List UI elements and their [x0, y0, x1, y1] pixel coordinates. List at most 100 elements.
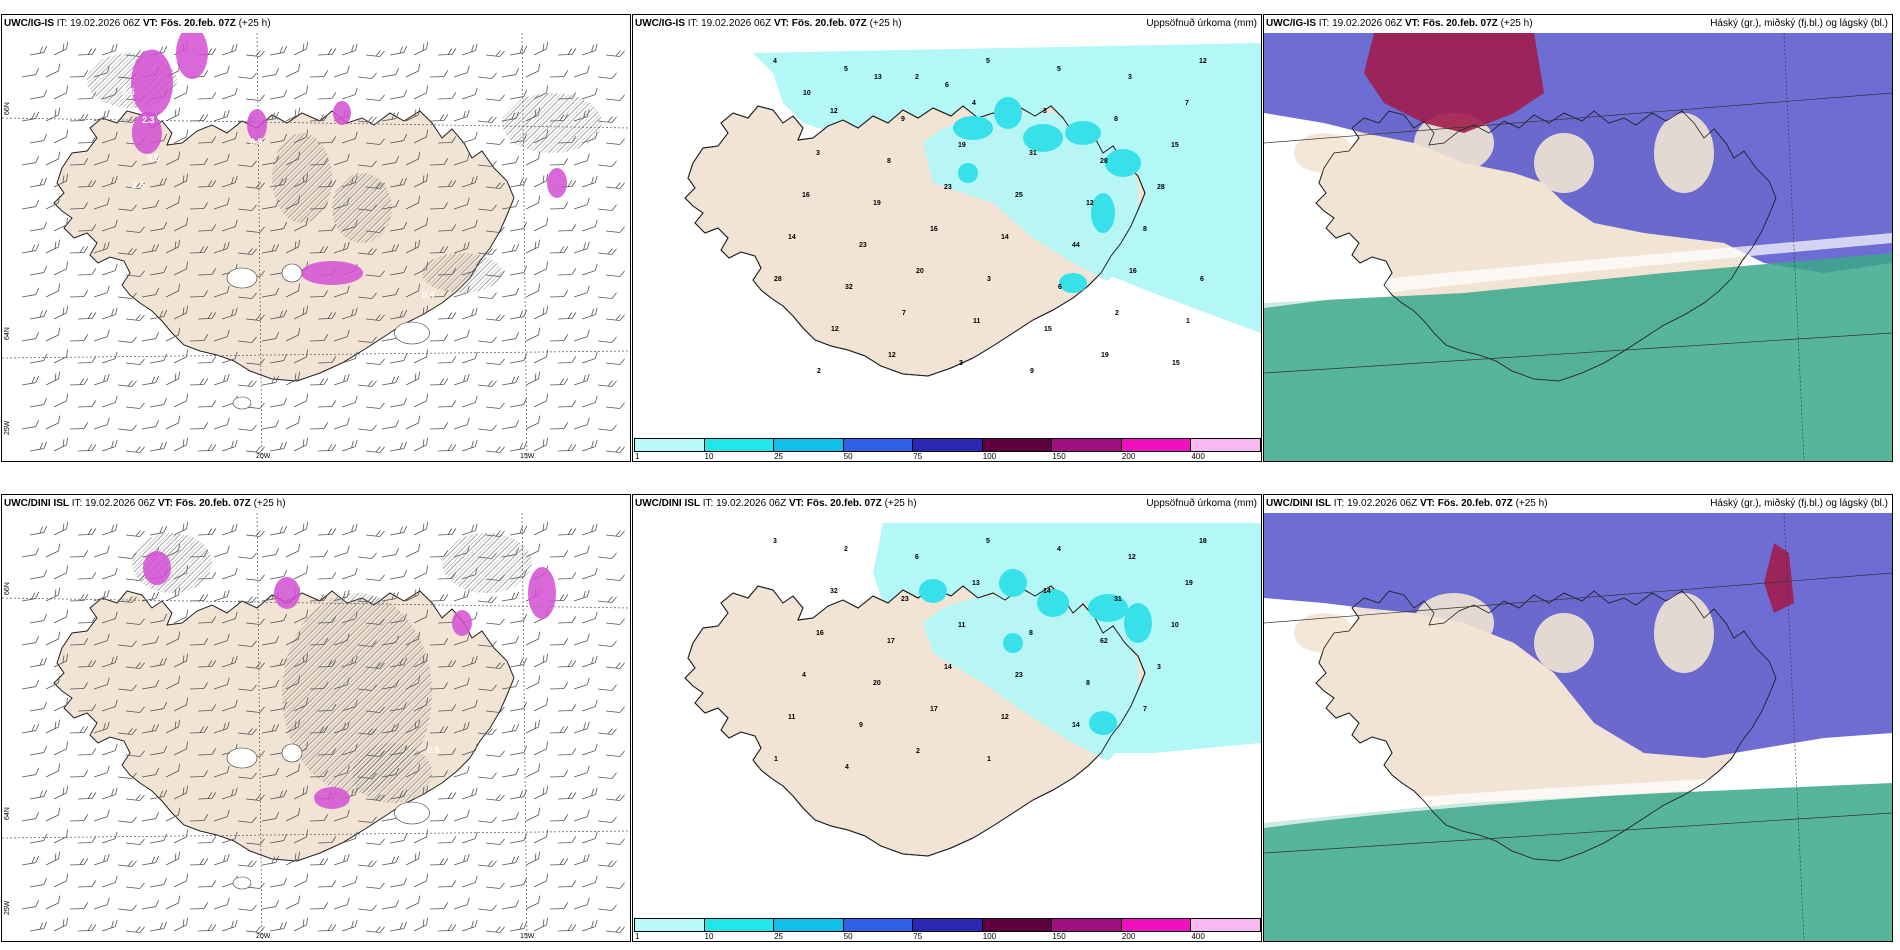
wind-barb	[453, 65, 470, 78]
snow-area	[143, 551, 171, 585]
wind-barb	[557, 880, 577, 888]
wind-barb	[245, 50, 265, 57]
colorbar-swatch	[634, 438, 705, 452]
wind-barb	[533, 305, 548, 320]
wind-barb	[605, 138, 625, 145]
wind-barb	[117, 684, 137, 691]
wind-barb	[293, 609, 308, 624]
wind-barb	[461, 919, 478, 932]
precip-colorbar: 1 10 25 50 75 100 150 200 400	[634, 918, 1261, 941]
wind-barb	[45, 763, 60, 778]
wind-barb	[45, 719, 60, 734]
wind-barb	[69, 114, 89, 122]
wind-barb	[45, 195, 60, 210]
cloud-panel-top: UWC/IG-IS IT: 19.02.2026 06Z VT: Fös. 20…	[1263, 14, 1893, 462]
wind-barb	[69, 594, 89, 602]
wind-barb	[29, 657, 48, 668]
model-name: UWC/DINI ISL	[1266, 498, 1331, 509]
wind-barb	[45, 895, 60, 910]
wind-barb	[77, 572, 97, 580]
precip-value-label: 2	[916, 748, 920, 755]
wind-barb	[573, 853, 590, 866]
colorbar-swatch	[912, 918, 983, 932]
wind-barb	[365, 882, 385, 889]
wind-barb	[413, 217, 428, 232]
snow-label: 2.5	[132, 180, 145, 190]
wind-barb	[213, 897, 230, 910]
wind-barb	[525, 151, 540, 166]
wind-barb	[485, 794, 505, 801]
panel-header: UWC/DINI ISL IT: 19.02.2026 06Z VT: Fös.…	[1266, 498, 1548, 509]
iceland-landmass	[53, 110, 515, 382]
wind-barb	[21, 331, 40, 342]
wind-barb	[389, 309, 408, 320]
wind-barb	[93, 241, 110, 254]
wind-barb	[501, 723, 520, 734]
wind-barb	[69, 422, 89, 430]
wind-barb	[213, 677, 230, 690]
wind-barb	[533, 437, 548, 452]
wind-barb	[165, 851, 180, 866]
wind-barb	[389, 441, 408, 452]
wind-barb	[509, 701, 528, 712]
wind-barb	[21, 679, 40, 690]
colorbar-tick: 50	[843, 452, 853, 461]
wind-barb	[165, 151, 180, 166]
wind-barb	[477, 204, 497, 211]
wind-barb	[525, 195, 540, 210]
wind-barb	[381, 287, 400, 298]
wind-barb	[365, 94, 385, 101]
wind-barb	[429, 202, 449, 210]
wind-barb	[141, 419, 160, 430]
precip-value-label: 1	[987, 756, 991, 763]
wind-barb	[125, 314, 145, 321]
wind-barb	[357, 72, 377, 79]
wind-barb	[173, 917, 188, 932]
wind-barb	[53, 217, 68, 232]
wind-barb	[197, 224, 217, 232]
wind-barb	[53, 785, 68, 800]
wind-barb	[213, 417, 230, 430]
wind-barb	[429, 638, 449, 646]
wind-barb	[173, 653, 188, 668]
wind-barb	[93, 329, 110, 342]
wind-barb	[557, 312, 577, 320]
precip-value-label: 6	[1200, 276, 1204, 283]
wind-barb	[333, 853, 350, 866]
vt-value: Fös. 20.feb. 07Z	[791, 18, 867, 29]
wind-barb	[77, 528, 97, 536]
wind-barb	[29, 745, 48, 756]
wind-barb	[29, 221, 48, 232]
wind-barb	[477, 860, 497, 867]
wind-barb	[53, 173, 68, 188]
wind-barb	[213, 241, 230, 254]
snow-label: 2.3	[142, 115, 155, 125]
vt-label: VT:	[788, 498, 804, 509]
wind-barb	[453, 241, 470, 254]
wind-barb	[269, 45, 288, 56]
colorbar-tick: 400	[1191, 932, 1205, 941]
clear-sky-gap	[1294, 613, 1354, 653]
wind-barb	[245, 574, 265, 581]
wind-barb	[581, 87, 598, 100]
wind-barb	[165, 107, 180, 122]
wind-barb	[125, 926, 145, 933]
wind-barb	[317, 400, 337, 408]
wind-barb	[69, 70, 89, 78]
wind-barb	[117, 728, 137, 735]
wind-barb	[413, 437, 428, 452]
wind-barb	[293, 349, 308, 364]
wind-barb	[117, 596, 137, 603]
colorbar-swatch	[1190, 918, 1261, 932]
wind-barb	[437, 924, 457, 932]
wind-barb	[269, 569, 288, 580]
wind-barb	[461, 351, 478, 364]
low-cloud-area	[1264, 783, 1892, 941]
wind-barb	[117, 424, 137, 431]
wind-barb	[333, 153, 350, 166]
wind-barb	[573, 285, 590, 298]
wind-barb	[461, 87, 478, 100]
wind-barb	[165, 719, 180, 734]
wind-barb	[21, 591, 40, 602]
wind-barb	[525, 807, 540, 822]
